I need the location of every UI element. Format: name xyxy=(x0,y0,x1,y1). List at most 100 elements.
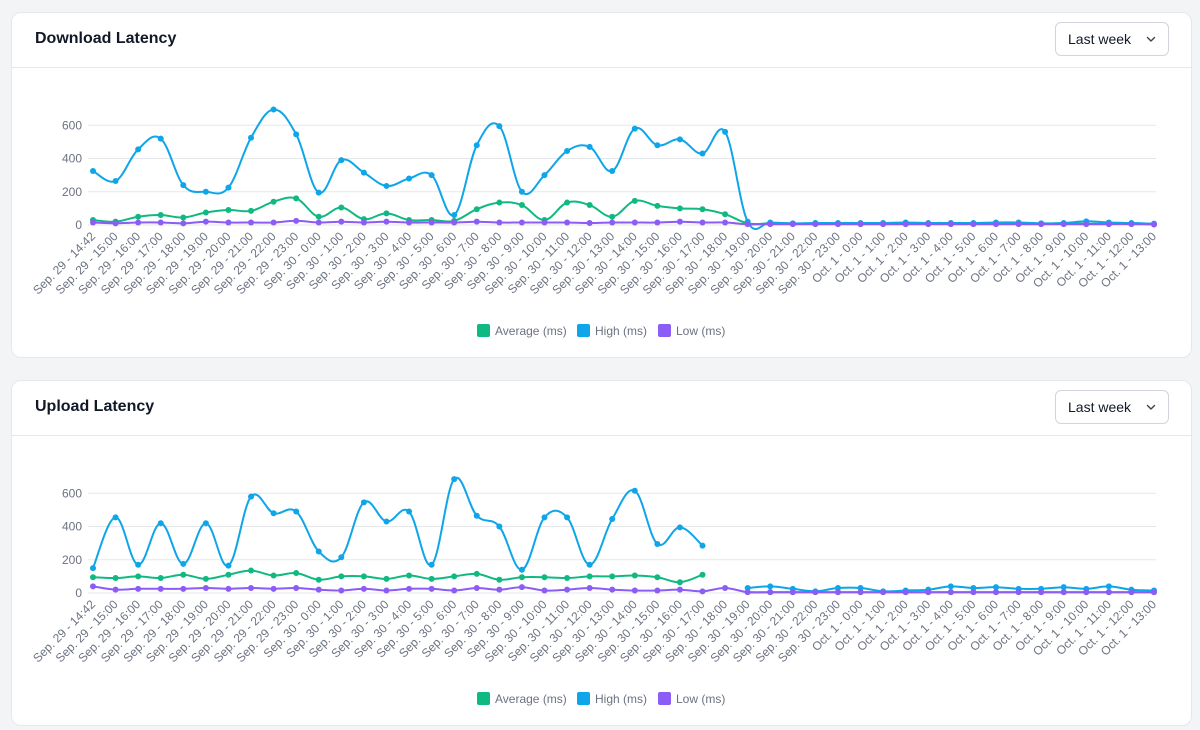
data-point xyxy=(248,493,255,500)
data-point xyxy=(970,221,977,228)
data-point xyxy=(992,584,999,591)
data-point xyxy=(338,218,345,225)
data-point xyxy=(406,175,413,182)
data-point xyxy=(518,584,525,591)
data-point xyxy=(135,146,142,153)
data-point xyxy=(315,586,322,593)
data-point xyxy=(676,205,683,212)
data-point xyxy=(586,202,593,209)
time-range-select[interactable]: Last week xyxy=(1055,22,1169,56)
card-header: Download Latency Last week xyxy=(12,13,1191,68)
data-point xyxy=(248,134,255,141)
data-point xyxy=(518,219,525,226)
data-point xyxy=(202,575,209,582)
data-point xyxy=(1105,221,1112,228)
data-point xyxy=(112,514,119,521)
data-point xyxy=(1151,221,1157,228)
data-point xyxy=(270,198,277,205)
legend-swatch xyxy=(477,692,490,705)
data-point xyxy=(248,219,255,226)
data-point xyxy=(744,589,751,596)
data-point xyxy=(699,150,706,157)
data-point xyxy=(383,218,390,225)
chevron-down-icon xyxy=(1146,36,1156,42)
data-point xyxy=(406,585,413,592)
data-point xyxy=(451,476,458,483)
data-point xyxy=(451,219,458,226)
data-point xyxy=(135,573,142,580)
data-point xyxy=(248,585,255,592)
data-point xyxy=(1083,589,1090,596)
data-point xyxy=(518,574,525,581)
data-point xyxy=(541,219,548,226)
data-point xyxy=(586,573,593,580)
data-point xyxy=(202,188,209,195)
data-point xyxy=(225,562,232,569)
data-point xyxy=(112,586,119,593)
data-point xyxy=(293,508,300,515)
data-point xyxy=(676,136,683,143)
data-point xyxy=(880,221,887,228)
data-point xyxy=(180,571,187,578)
data-point xyxy=(473,512,480,519)
data-point xyxy=(699,206,706,213)
data-point xyxy=(428,575,435,582)
data-point xyxy=(789,589,796,596)
time-range-select[interactable]: Last week xyxy=(1055,390,1169,424)
data-point xyxy=(699,588,706,595)
time-range-value: Last week xyxy=(1068,399,1132,415)
data-point xyxy=(451,587,458,594)
data-point xyxy=(496,523,503,530)
data-point xyxy=(676,218,683,225)
data-point xyxy=(654,540,661,547)
data-point xyxy=(202,520,209,527)
data-point xyxy=(315,213,322,220)
data-point xyxy=(857,585,864,592)
data-point xyxy=(541,514,548,521)
data-point xyxy=(496,586,503,593)
data-point xyxy=(564,199,571,206)
data-point xyxy=(676,579,683,586)
data-point xyxy=(383,210,390,217)
data-point xyxy=(1105,589,1112,596)
data-point xyxy=(406,219,413,226)
data-point xyxy=(157,135,164,142)
time-range-value: Last week xyxy=(1068,31,1132,47)
data-point xyxy=(338,204,345,211)
data-point xyxy=(338,554,345,561)
data-point xyxy=(586,143,593,150)
data-point xyxy=(744,585,751,592)
data-point xyxy=(135,213,142,220)
data-point xyxy=(947,583,954,590)
data-point xyxy=(135,561,142,568)
data-point xyxy=(925,221,932,228)
data-point xyxy=(360,573,367,580)
data-point xyxy=(631,572,638,579)
data-point xyxy=(270,572,277,579)
data-point xyxy=(970,585,977,592)
data-point xyxy=(812,221,819,228)
data-point xyxy=(157,212,164,219)
data-point xyxy=(270,585,277,592)
data-point xyxy=(383,182,390,189)
card-title: Download Latency xyxy=(35,30,177,47)
data-point xyxy=(631,197,638,204)
data-point xyxy=(1151,589,1157,596)
data-point xyxy=(834,589,841,596)
data-point xyxy=(1128,589,1135,596)
data-point xyxy=(541,574,548,581)
data-point xyxy=(315,576,322,583)
data-point xyxy=(293,195,300,202)
data-point xyxy=(564,148,571,155)
data-point xyxy=(157,219,164,226)
data-point xyxy=(157,575,164,582)
data-point xyxy=(609,586,616,593)
data-point xyxy=(880,589,887,596)
data-point xyxy=(451,573,458,580)
data-point xyxy=(338,573,345,580)
data-point xyxy=(902,221,909,228)
data-point xyxy=(609,516,616,523)
data-point xyxy=(654,219,661,226)
data-point xyxy=(1060,584,1067,591)
